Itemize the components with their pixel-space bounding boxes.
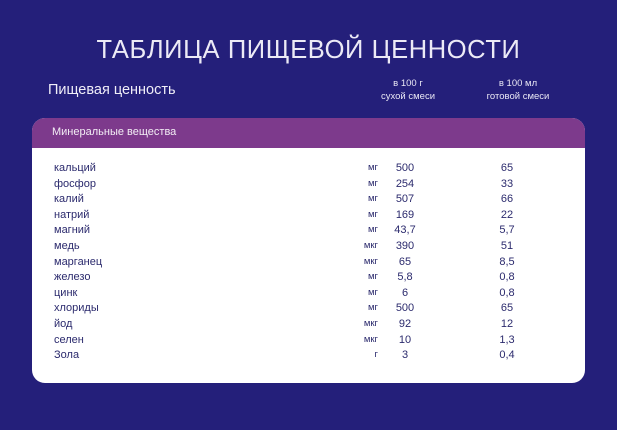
row-value-per-100ml: 65 <box>500 302 514 315</box>
row-unit: мг <box>368 286 378 298</box>
table-row: марганец мкг 65 8,5 <box>32 256 585 272</box>
row-nutrient-name: Зола <box>54 349 80 362</box>
row-unit: г <box>374 349 378 361</box>
column-header-per-100ml-line2: готовой смеси <box>486 90 550 102</box>
row-nutrient-name: цинк <box>54 286 78 299</box>
table-row: йод мкг 92 12 <box>32 318 585 334</box>
row-value-per-100g: 500 <box>395 302 415 315</box>
row-value-per-100g: 10 <box>398 333 412 346</box>
row-value-per-100ml: 8,5 <box>499 255 515 268</box>
nutrition-table-body: кальций мг 500 65 фосфор мг 254 33 калий мг 507 66 н… <box>32 148 585 365</box>
table-row: селен мкг 10 1,3 <box>32 334 585 350</box>
section-header-label: Минеральные вещества <box>52 126 177 138</box>
row-unit: мг <box>368 271 378 283</box>
row-value-per-100g: 254 <box>395 177 415 190</box>
column-header-per-100ml: в 100 мл готовой смеси <box>448 78 588 103</box>
page-title: ТАБЛИЦА ПИЩЕВОЙ ЦЕННОСТИ <box>96 36 521 64</box>
table-row: Зола г 3 0,4 <box>32 349 585 365</box>
row-unit: мкг <box>363 255 378 267</box>
row-unit: мг <box>368 177 378 189</box>
row-value-per-100g: 92 <box>398 317 412 330</box>
row-nutrient-name: калий <box>54 193 84 206</box>
row-value-per-100ml: 0,8 <box>499 271 515 284</box>
section-header-minerals: Минеральные вещества <box>32 118 585 148</box>
row-value-per-100g: 390 <box>395 239 415 252</box>
row-unit: мкг <box>363 317 378 329</box>
column-header-per-100ml-line1: в 100 мл <box>498 78 538 89</box>
row-unit: мг <box>368 302 378 314</box>
row-nutrient-name: селен <box>54 333 84 346</box>
table-row: магний мг 43,7 5,7 <box>32 224 585 240</box>
row-unit: мг <box>368 208 378 220</box>
row-value-per-100ml: 0,4 <box>499 349 515 362</box>
row-value-per-100ml: 0,8 <box>499 286 515 299</box>
row-nutrient-name: фосфор <box>54 177 96 190</box>
table-row: хлориды мг 500 65 <box>32 302 585 318</box>
row-unit: мкг <box>363 333 378 345</box>
row-value-per-100ml: 65 <box>500 162 514 174</box>
row-nutrient-name: марганец <box>54 255 103 268</box>
row-value-per-100g: 65 <box>398 255 412 268</box>
row-value-per-100g: 169 <box>395 208 415 221</box>
row-value-per-100g: 6 <box>401 286 409 299</box>
row-unit: мг <box>368 162 378 173</box>
row-unit: мг <box>368 193 378 205</box>
row-value-per-100g: 507 <box>395 193 415 206</box>
column-header-per-100g: в 100 г сухой смеси <box>348 78 468 103</box>
row-value-per-100g: 500 <box>395 162 415 174</box>
row-nutrient-name: кальций <box>54 162 96 174</box>
row-nutrient-name: хлориды <box>54 302 99 315</box>
nutrition-card: Минеральные вещества кальций мг 500 65 фосфо… <box>32 118 585 383</box>
column-header-per-100g-line1: в 100 г <box>393 78 423 89</box>
row-value-per-100ml: 66 <box>500 193 514 206</box>
row-nutrient-name: магний <box>54 224 91 237</box>
row-value-per-100ml: 12 <box>500 317 514 330</box>
row-value-per-100ml: 22 <box>500 208 514 221</box>
row-unit: мкг <box>363 239 378 251</box>
row-value-per-100ml: 51 <box>500 239 514 252</box>
row-value-per-100g: 3 <box>401 349 409 362</box>
table-column-headers: Пищевая ценность в 100 г сухой смеси в 1… <box>32 78 585 110</box>
row-value-per-100ml: 33 <box>500 177 514 190</box>
row-nutrient-name: натрий <box>54 208 90 221</box>
row-unit: мг <box>368 224 378 236</box>
table-row: железо мг 5,8 0,8 <box>32 271 585 287</box>
row-value-per-100g: 5,8 <box>397 271 413 284</box>
table-row: калий мг 507 66 <box>32 193 585 209</box>
column-header-per-100g-line2: сухой смеси <box>381 90 435 102</box>
table-row: цинк мг 6 0,8 <box>32 287 585 303</box>
table-row: фосфор мг 254 33 <box>32 178 585 194</box>
column-header-nutrient: Пищевая ценность <box>48 82 176 98</box>
row-nutrient-name: медь <box>54 239 80 252</box>
table-row: медь мкг 390 51 <box>32 240 585 256</box>
row-value-per-100ml: 5,7 <box>499 224 515 237</box>
row-value-per-100g: 43,7 <box>394 224 416 237</box>
row-nutrient-name: железо <box>54 271 91 284</box>
table-row: кальций мг 500 65 <box>32 162 585 178</box>
row-nutrient-name: йод <box>54 317 73 330</box>
table-row: натрий мг 169 22 <box>32 209 585 225</box>
row-value-per-100ml: 1,3 <box>499 333 515 346</box>
